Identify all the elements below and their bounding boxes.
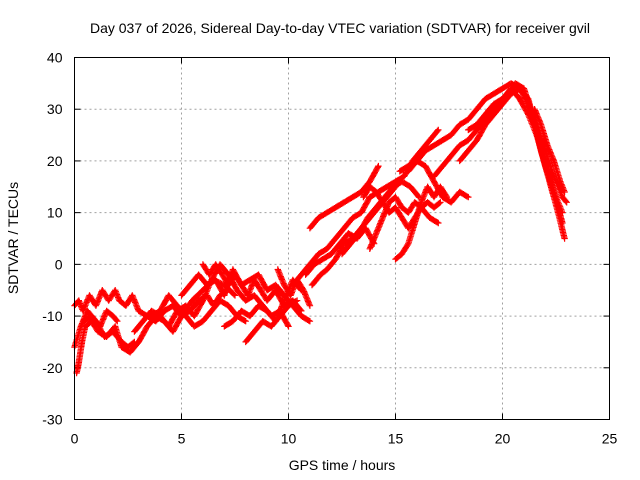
y-tick-label: -20 — [42, 360, 62, 376]
x-tick-label: 10 — [281, 431, 297, 447]
series-arc-7 — [178, 266, 314, 325]
x-tick-label: 15 — [388, 431, 404, 447]
y-tick-label: 40 — [47, 50, 63, 66]
y-tick-label: 20 — [47, 153, 63, 169]
y-tick-label: 30 — [47, 101, 63, 117]
y-axis-label: SDTVAR / TECUs — [5, 182, 21, 294]
x-axis-label: GPS time / hours — [289, 457, 396, 473]
x-tick-label: 0 — [71, 431, 79, 447]
y-tick-label: 0 — [55, 256, 63, 272]
series-arc-25 — [531, 106, 568, 196]
data-point-marks — [178, 266, 314, 325]
data-point-marks — [392, 183, 451, 263]
series-arc-24 — [465, 80, 568, 242]
data-series — [71, 80, 570, 377]
series-arc-15 — [306, 162, 382, 232]
data-point-marks — [306, 162, 382, 232]
x-tick-label: 25 — [602, 431, 618, 447]
x-tick-label: 20 — [495, 431, 511, 447]
data-point-marks — [242, 297, 301, 346]
x-tick-label: 5 — [178, 431, 186, 447]
chart-title: Day 037 of 2026, Sidereal Day-to-day VTE… — [90, 20, 590, 36]
series-arc-6 — [148, 292, 249, 330]
grid — [74, 57, 610, 420]
data-point-marks — [465, 80, 568, 242]
series-arc-10 — [242, 297, 301, 346]
data-point-marks — [79, 307, 121, 330]
data-point-marks — [531, 106, 568, 196]
series-arc-19 — [392, 183, 451, 263]
plot-frame — [74, 57, 610, 420]
y-tick-label: -30 — [42, 412, 62, 428]
series-arc-4 — [79, 307, 121, 330]
y-tick-label: -10 — [42, 308, 62, 324]
data-point-marks — [148, 292, 249, 330]
y-tick-label: 10 — [47, 205, 63, 221]
